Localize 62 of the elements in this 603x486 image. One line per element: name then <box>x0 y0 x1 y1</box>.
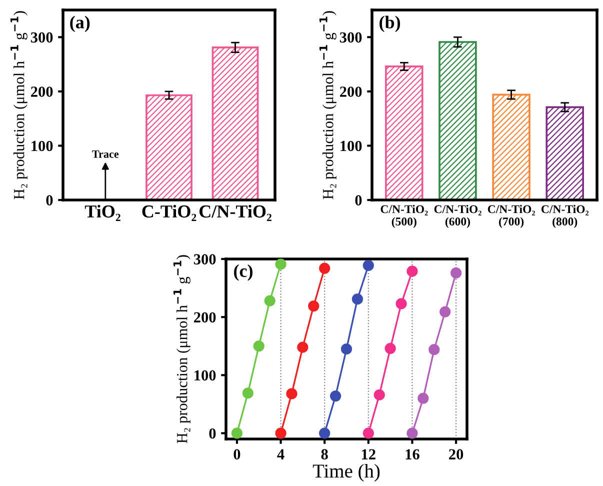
x-tick-label: 12 <box>362 449 376 460</box>
y-tick-label: 200 <box>194 312 216 323</box>
x-tick-label: 0 <box>234 449 240 460</box>
chart-title: (a) <box>70 16 90 32</box>
bar <box>385 66 424 200</box>
bar <box>546 106 584 200</box>
y-axis-title: H₂ production (μmol h$^{−1}$ g$^{−1}$) <box>319 11 336 200</box>
x-tick-label: C/N-TiO₂ (600) <box>434 204 482 228</box>
x-axis-title: Time (h) <box>312 464 380 482</box>
x-tick-label: 8 <box>321 449 328 460</box>
y-axis-title: H₂ production (μmol h$^{−1}$ g$^{−1}$) <box>173 255 190 444</box>
x-tick-label: C/N-TiO₂ (700) <box>488 204 535 228</box>
y-tick-label: 300 <box>30 32 53 43</box>
chart-title: (c) <box>234 264 252 281</box>
point <box>231 428 243 439</box>
point <box>308 300 320 312</box>
point <box>297 342 308 353</box>
y-tick-label: 100 <box>32 140 53 152</box>
point <box>396 298 407 310</box>
point <box>406 428 418 439</box>
x-tick-label: 4 <box>277 449 284 460</box>
annotation: Trace <box>92 150 119 158</box>
y-tick-label: 300 <box>194 254 216 264</box>
point <box>362 428 374 439</box>
y-tick-label: 0 <box>209 428 216 439</box>
point <box>440 306 451 318</box>
point <box>330 390 342 402</box>
point <box>340 343 352 355</box>
point <box>384 342 396 354</box>
x-tick-label: C/N-TiO₂ (500) <box>380 204 428 228</box>
bar <box>492 94 530 200</box>
x-tick-label: TiO₂ <box>84 204 120 221</box>
point <box>286 388 298 400</box>
point <box>362 260 374 271</box>
x-tick-label: 20 <box>449 449 464 460</box>
x-tick-label: 16 <box>406 449 420 460</box>
y-tick-label: 200 <box>340 86 362 97</box>
x-tick-label: C/N-TiO₂ <box>199 204 272 221</box>
y-tick-label: 100 <box>194 370 216 381</box>
y-axis-title: H₂ production (μmol h$^{−1}$ g$^{−1}$) <box>10 11 28 200</box>
point <box>450 267 462 278</box>
point <box>275 428 286 439</box>
point <box>253 340 264 352</box>
point <box>264 295 276 306</box>
point <box>428 344 440 356</box>
point <box>319 428 330 439</box>
y-tick-label: 300 <box>340 32 362 43</box>
point <box>374 389 385 400</box>
x-tick-label: C/N-TiO₂ (800) <box>541 204 589 228</box>
y-tick-label: 200 <box>31 86 53 97</box>
x-tick-label: C-TiO₂ <box>142 204 196 221</box>
chart-title: (b) <box>380 16 400 32</box>
y-tick-label: 100 <box>340 140 362 152</box>
y-tick-label: 0 <box>46 195 53 206</box>
point <box>418 392 429 404</box>
point <box>275 258 286 270</box>
point <box>352 294 364 305</box>
point <box>242 388 254 399</box>
y-tick-label: 0 <box>355 195 362 206</box>
point <box>319 262 330 274</box>
point <box>406 266 418 277</box>
bar <box>438 41 477 200</box>
